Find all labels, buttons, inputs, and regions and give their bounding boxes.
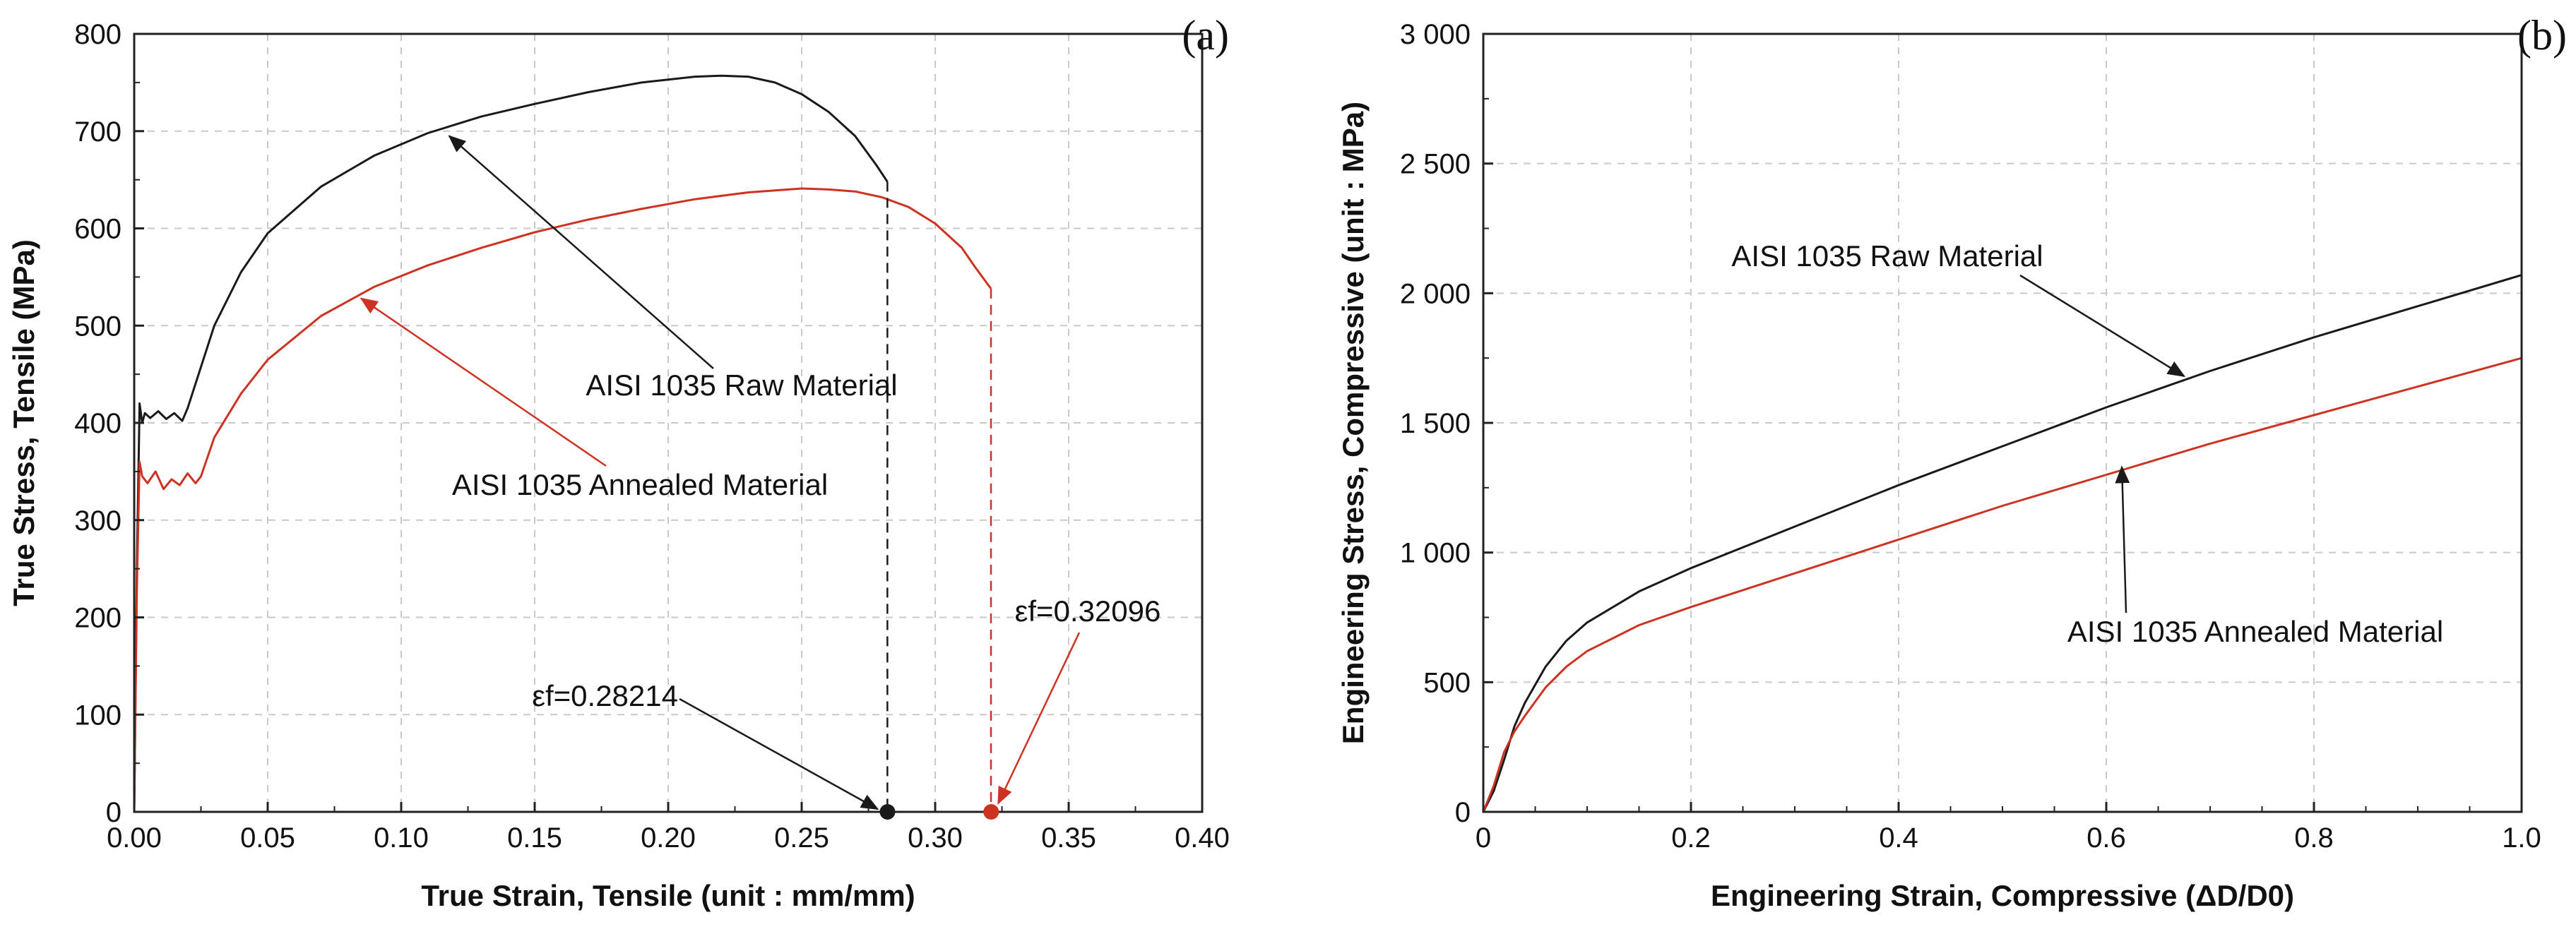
x-tick-label: 0.4 [1879, 822, 1918, 854]
x-tick-label: 0.40 [1175, 822, 1230, 854]
panel-a-fracture-marker-raw [879, 804, 896, 820]
x-tick-label: 0.10 [374, 822, 429, 854]
panel-b-compressive: 0 0.2 0.4 0.6 0.8 1.0 0 500 1 000 1 500 2 000 2 500… [1336, 12, 2567, 912]
panel-a-x-axis-title: True Strain, Tensile (unit : mm/mm) [421, 879, 915, 912]
panel-a-y-axis-title: True Stress, Tensile (MPa) [7, 239, 40, 606]
panel-b-x-axis-title: Engineering Strain, Compressive (ΔD/D0) [1711, 879, 2294, 912]
x-tick-label: 0.15 [507, 822, 562, 854]
series-line-annealed [133, 187, 992, 813]
x-tick-label: 1.0 [2502, 822, 2541, 854]
y-tick-label: 100 [74, 700, 121, 731]
panel-b-series [1482, 274, 2522, 813]
panel-b-raw-annotation: AISI 1035 Raw Material [1731, 239, 2043, 273]
y-tick-label: 2 000 [1400, 278, 1471, 309]
y-tick-label: 1 500 [1400, 408, 1471, 439]
series-line-raw [133, 74, 889, 813]
panel-b-annealed-annotation-arrow [2115, 465, 2130, 613]
y-tick-label: 0 [1455, 797, 1471, 828]
x-tick-label: 0.8 [2294, 822, 2334, 854]
x-tick-label: 0.00 [107, 822, 162, 854]
panel-a-ef-annealed-label: εf=0.32096 [1015, 594, 1161, 628]
panel-a-annealed-annotation: AISI 1035 Annealed Material [452, 468, 828, 501]
panel-b-annealed-annotation: AISI 1035 Annealed Material [2067, 615, 2443, 648]
x-tick-label: 0.25 [774, 822, 829, 854]
panel-b-plot-frame [1482, 32, 2523, 813]
x-tick-label: 0.30 [908, 822, 963, 854]
x-tick-label: 0.05 [240, 822, 295, 854]
y-tick-label: 700 [74, 116, 121, 148]
y-tick-label: 3 000 [1400, 19, 1471, 50]
x-tick-label: 0.6 [2087, 822, 2126, 854]
y-tick-label: 300 [74, 505, 121, 537]
panel-b-label: (b) [2517, 12, 2567, 59]
panel-a-ef-raw-arrow [679, 697, 879, 810]
y-tick-label: 200 [74, 603, 121, 634]
panel-b-y-axis-title: Engineering Stress, Compressive (unit : … [1336, 102, 1370, 744]
panel-a-tensile: 0.00 0.05 0.10 0.15 0.20 0.25 0.30 0.35 0.40 0 100… [7, 12, 1230, 912]
panel-a-ef-annealed-arrow [997, 632, 1081, 805]
panel-b-ticks: 0 0.2 0.4 0.6 0.8 1.0 0 500 1 000 1 500 2 000 2 500… [1400, 19, 2541, 854]
y-tick-label: 500 [1423, 667, 1471, 698]
series-line-annealed [1482, 357, 2522, 813]
panel-b-raw-annotation-arrow [2019, 274, 2186, 377]
panel-a-ticks: 0.00 0.05 0.10 0.15 0.20 0.25 0.30 0.35 0.40 0 100… [74, 19, 1230, 854]
panel-a-raw-annotation-arrow [448, 135, 714, 369]
y-tick-label: 500 [74, 311, 121, 342]
x-tick-label: 0.2 [1671, 822, 1711, 854]
y-tick-label: 600 [74, 214, 121, 245]
panel-b-grid [1483, 34, 2522, 812]
y-tick-label: 0 [106, 797, 121, 828]
y-tick-label: 800 [74, 19, 121, 50]
x-tick-label: 0.35 [1041, 822, 1096, 854]
x-tick-label: 0 [1476, 822, 1491, 854]
panel-a-fracture-lines [886, 181, 992, 812]
panel-a-annealed-annotation-arrow [360, 297, 607, 467]
panel-a-raw-annotation: AISI 1035 Raw Material [586, 369, 897, 402]
y-tick-label: 1 000 [1400, 538, 1471, 569]
panel-a-grid [134, 34, 1202, 812]
panel-a-ef-raw-label: εf=0.28214 [532, 679, 678, 712]
panel-a-fracture-marker-annealed [983, 804, 999, 820]
x-tick-label: 0.20 [641, 822, 696, 854]
panel-a-series [133, 74, 992, 813]
panel-a-label: (a) [1182, 12, 1229, 59]
series-line-raw [1482, 274, 2522, 813]
y-tick-label: 400 [74, 408, 121, 439]
y-tick-label: 2 500 [1400, 149, 1471, 180]
